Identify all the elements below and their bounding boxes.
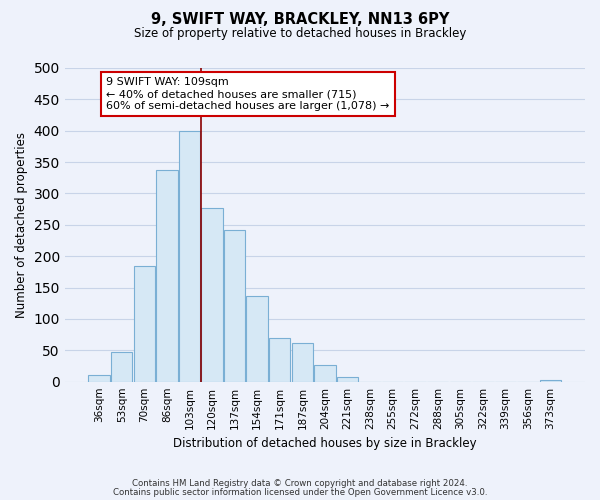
- Bar: [269, 338, 290, 382]
- Bar: [224, 230, 245, 382]
- Bar: [337, 376, 358, 382]
- Bar: [247, 296, 268, 382]
- Text: Contains public sector information licensed under the Open Government Licence v3: Contains public sector information licen…: [113, 488, 487, 497]
- Bar: [179, 130, 200, 382]
- X-axis label: Distribution of detached houses by size in Brackley: Distribution of detached houses by size …: [173, 437, 477, 450]
- Bar: [314, 366, 335, 382]
- Bar: [292, 343, 313, 382]
- Bar: [202, 208, 223, 382]
- Text: 9, SWIFT WAY, BRACKLEY, NN13 6PY: 9, SWIFT WAY, BRACKLEY, NN13 6PY: [151, 12, 449, 28]
- Text: 9 SWIFT WAY: 109sqm
← 40% of detached houses are smaller (715)
60% of semi-detac: 9 SWIFT WAY: 109sqm ← 40% of detached ho…: [106, 78, 390, 110]
- Bar: [156, 170, 178, 382]
- Y-axis label: Number of detached properties: Number of detached properties: [15, 132, 28, 318]
- Bar: [540, 380, 562, 382]
- Bar: [88, 376, 110, 382]
- Bar: [111, 352, 133, 382]
- Text: Size of property relative to detached houses in Brackley: Size of property relative to detached ho…: [134, 28, 466, 40]
- Text: Contains HM Land Registry data © Crown copyright and database right 2024.: Contains HM Land Registry data © Crown c…: [132, 478, 468, 488]
- Bar: [134, 266, 155, 382]
